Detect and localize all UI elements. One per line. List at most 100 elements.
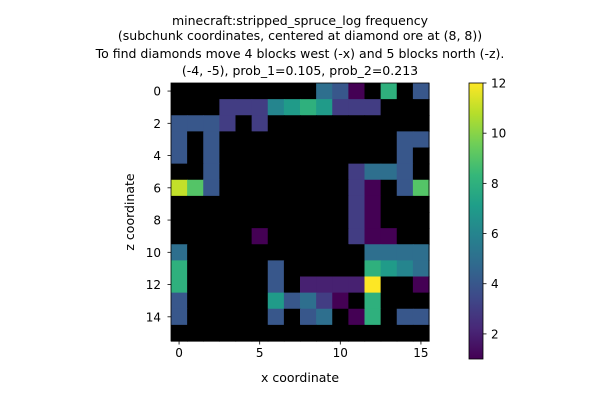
heatmap-cell <box>235 179 253 197</box>
heatmap-cell <box>332 131 349 149</box>
heatmap-cell <box>316 244 333 261</box>
heatmap-cell <box>396 244 414 261</box>
x-axis: 0 5 10 15 <box>175 341 429 360</box>
heatmap-cell <box>364 99 382 116</box>
heatmap-cell <box>283 179 301 197</box>
heatmap-cell <box>300 276 317 294</box>
heatmap-cell <box>412 195 430 213</box>
heatmap-cell <box>396 131 414 149</box>
y-tick-label: 0 <box>153 85 161 99</box>
heatmap-cell <box>316 228 333 245</box>
heatmap-cell <box>364 308 382 326</box>
chart-title-line-4: (-4, -5), prob_1=0.105, prob_2=0.213 <box>181 63 419 78</box>
heatmap-cell <box>203 99 220 116</box>
heatmap-cell <box>412 292 430 310</box>
heatmap-cell <box>412 163 430 181</box>
heatmap-cell <box>251 276 269 294</box>
heatmap-cell <box>219 163 237 181</box>
heatmap-cell <box>171 147 188 165</box>
heatmap-cell <box>380 131 398 149</box>
heatmap-cell <box>300 228 317 245</box>
heatmap-cell <box>283 131 301 149</box>
heatmap-cell <box>203 276 220 294</box>
heatmap-cell <box>187 228 204 245</box>
heatmap-cell <box>235 163 253 181</box>
heatmap-cell <box>219 308 237 326</box>
heatmap-cell <box>364 260 382 278</box>
heatmap-cell <box>251 244 269 261</box>
heatmap-cell <box>300 308 317 326</box>
heatmap-cell <box>364 228 382 245</box>
heatmap-cell <box>316 99 333 116</box>
y-tick-label: 12 <box>146 278 161 292</box>
heatmap-cell <box>283 292 301 310</box>
heatmap-cell <box>283 147 301 165</box>
heatmap-cell <box>300 179 317 197</box>
heatmap-cell <box>332 308 349 326</box>
heatmap-cell <box>364 244 382 261</box>
heatmap-cell <box>332 260 349 278</box>
heatmap-cell <box>187 276 204 294</box>
x-axis-label: x coordinate <box>261 370 339 385</box>
heatmap-cell <box>380 244 398 261</box>
heatmap-cell <box>251 179 269 197</box>
heatmap-cell <box>251 99 269 116</box>
heatmap-cell <box>203 228 220 245</box>
colorbar <box>469 83 483 359</box>
heatmap-cell <box>267 195 285 213</box>
heatmap-cell <box>300 292 317 310</box>
heatmap-cell <box>348 163 366 181</box>
heatmap-cell <box>251 212 269 229</box>
heatmap-cell <box>332 147 349 165</box>
heatmap-cell <box>332 292 349 310</box>
heatmap-cell <box>332 115 349 132</box>
heatmap-cell <box>364 115 382 132</box>
heatmap-cell <box>380 163 398 181</box>
plot-frame <box>170 82 430 342</box>
heatmap-cell <box>283 195 301 213</box>
heatmap-cell <box>283 99 301 116</box>
heatmap-cell <box>380 195 398 213</box>
heatmap-cell <box>396 83 414 100</box>
heatmap-cell <box>203 163 220 181</box>
chart-title-line-1: minecraft:stripped_spruce_log frequency <box>171 13 429 28</box>
heatmap-cell <box>396 99 414 116</box>
heatmap-cell <box>316 179 333 197</box>
heatmap-cell <box>300 260 317 278</box>
heatmap-cell <box>348 179 366 197</box>
heatmap-cell <box>396 324 414 342</box>
heatmap-cell <box>267 99 285 116</box>
heatmap-cell <box>267 131 285 149</box>
heatmap-cells <box>171 83 430 342</box>
heatmap-cell <box>267 292 285 310</box>
heatmap-cell <box>316 308 333 326</box>
heatmap-cell <box>171 228 188 245</box>
heatmap-cell <box>267 276 285 294</box>
heatmap-cell <box>283 276 301 294</box>
heatmap-cell <box>396 195 414 213</box>
heatmap-cell <box>396 115 414 132</box>
heatmap-cell <box>348 131 366 149</box>
heatmap-cell <box>332 244 349 261</box>
heatmap-cell <box>171 260 188 278</box>
heatmap-cell <box>364 147 382 165</box>
heatmap-cell <box>187 163 204 181</box>
heatmap-cell <box>380 115 398 132</box>
heatmap-cell <box>380 179 398 197</box>
heatmap-cell <box>203 179 220 197</box>
heatmap-cell <box>171 276 188 294</box>
heatmap-cell <box>187 308 204 326</box>
heatmap-cell <box>251 131 269 149</box>
heatmap-cell <box>348 147 366 165</box>
heatmap-cell <box>412 147 430 165</box>
heatmap-cell <box>332 324 349 342</box>
heatmap-cell <box>267 308 285 326</box>
heatmap-cell <box>267 244 285 261</box>
y-axis-label: z coordinate <box>122 173 137 251</box>
x-tick-label: 0 <box>175 346 183 360</box>
heatmap-cell <box>396 163 414 181</box>
heatmap-cell <box>187 99 204 116</box>
heatmap-cell <box>348 195 366 213</box>
heatmap-cell <box>219 244 237 261</box>
